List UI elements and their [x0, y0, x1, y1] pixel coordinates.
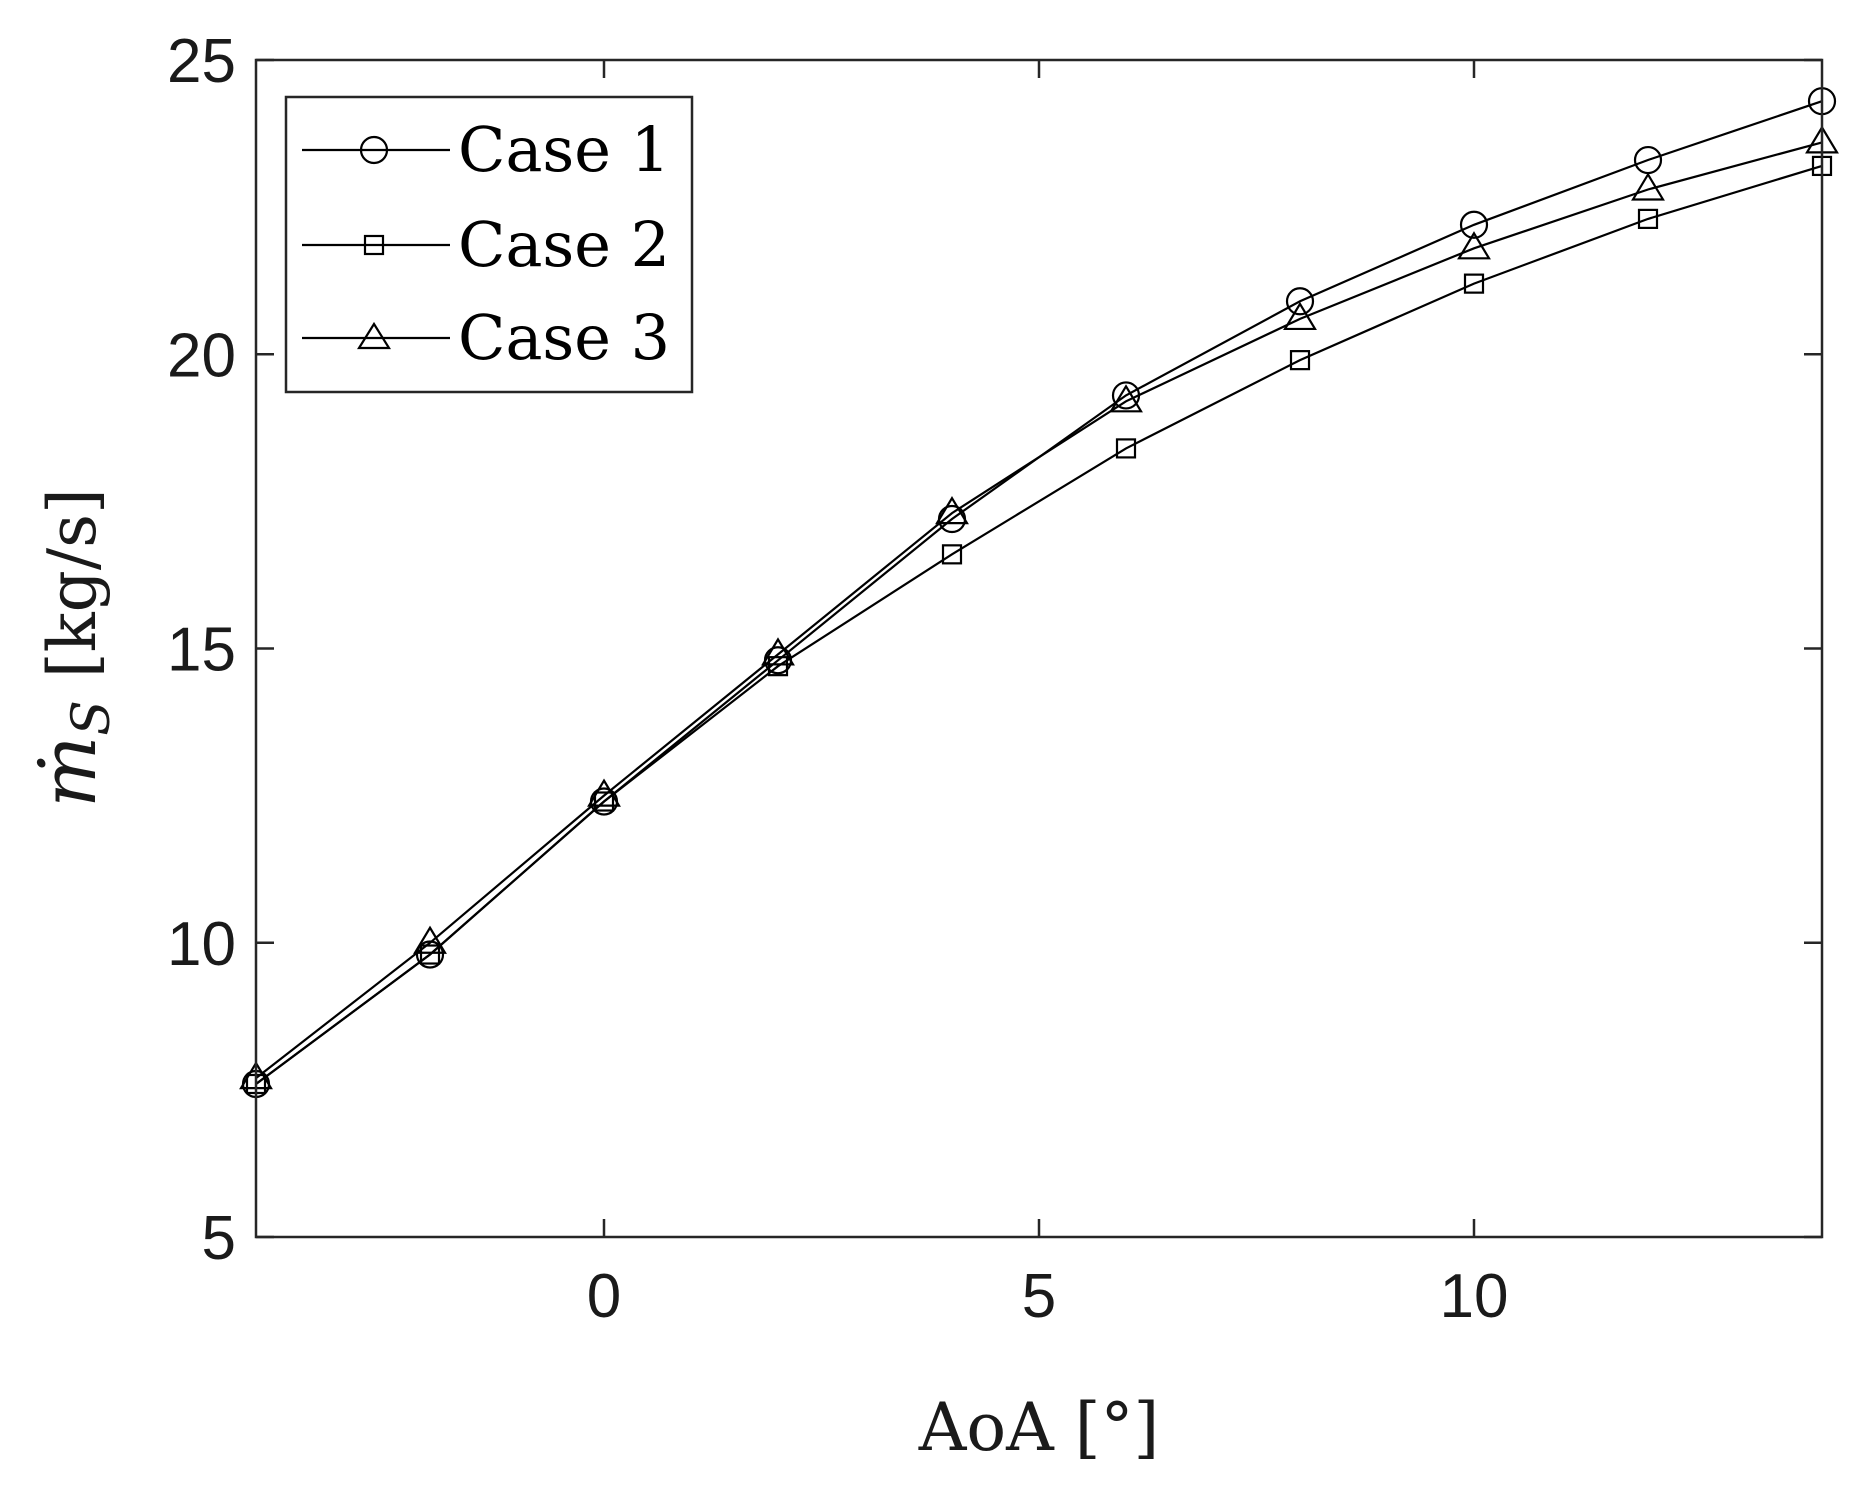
y-axis-title-unit: [kg/s]: [34, 488, 111, 678]
legend-label-case-2: Case 2: [458, 208, 670, 281]
svg-text:ṁS[kg/s]: ṁS [kg/s]: [24, 488, 122, 808]
data-point-triangle: [935, 496, 969, 525]
x-axis-title: AoA [°]: [918, 1389, 1160, 1466]
data-point-square: [419, 944, 441, 965]
y-axis-title: ṁS [kg/s]: [24, 488, 122, 808]
tick-labels: 5 10 15 20 25 0 5 10: [167, 27, 1508, 1331]
legend: Case 1 Case 2 Case 3: [284, 95, 694, 394]
data-point-square: [593, 791, 615, 812]
legend-entry-case-3: Case 3: [302, 301, 670, 374]
data-point-triangle: [413, 925, 447, 954]
y-axis-title-symbol: ṁ: [24, 736, 113, 808]
data-point-triangle: [761, 637, 795, 666]
data-point-square: [1637, 208, 1659, 229]
data-point-circle: [1459, 210, 1489, 239]
x-tick-label: 10: [1440, 1262, 1509, 1331]
legend-label-case-3: Case 3: [458, 301, 670, 374]
series-case-3: [239, 125, 1839, 1090]
data-point-triangle: [1109, 384, 1143, 413]
data-point-square: [1115, 438, 1137, 459]
data-point-triangle: [1631, 172, 1665, 201]
y-tick-label: 5: [202, 1204, 236, 1273]
data-point-triangle: [587, 778, 621, 807]
legend-circle-marker: [359, 135, 389, 165]
data-point-triangle: [1283, 301, 1317, 331]
series-layer: [239, 87, 1839, 1099]
data-point-square: [1289, 350, 1311, 371]
y-axis-title-subscript: S: [62, 700, 122, 736]
data-point-triangle: [1457, 231, 1491, 260]
legend-entry-case-2: Case 2: [302, 208, 670, 281]
legend-entry-case-1: Case 1: [302, 113, 670, 186]
x-tick-label: 0: [587, 1262, 621, 1331]
data-point-circle: [1285, 287, 1315, 316]
data-point-square: [941, 544, 963, 565]
x-tick-label: 5: [1022, 1262, 1056, 1331]
y-tick-label: 25: [167, 27, 236, 96]
legend-label-case-1: Case 1: [458, 113, 670, 186]
data-point-square: [1463, 273, 1485, 294]
data-point-square: [767, 656, 789, 677]
y-tick-label: 20: [167, 321, 236, 390]
series-line: [255, 141, 1823, 1079]
series-line: [255, 164, 1823, 1085]
y-tick-label: 15: [167, 616, 236, 685]
y-tick-label: 10: [167, 910, 236, 979]
series-case-2: [245, 155, 1833, 1095]
legend-square-marker: [363, 234, 385, 256]
legend-triangle-marker: [357, 321, 391, 350]
axes-box: [254, 58, 1824, 1239]
